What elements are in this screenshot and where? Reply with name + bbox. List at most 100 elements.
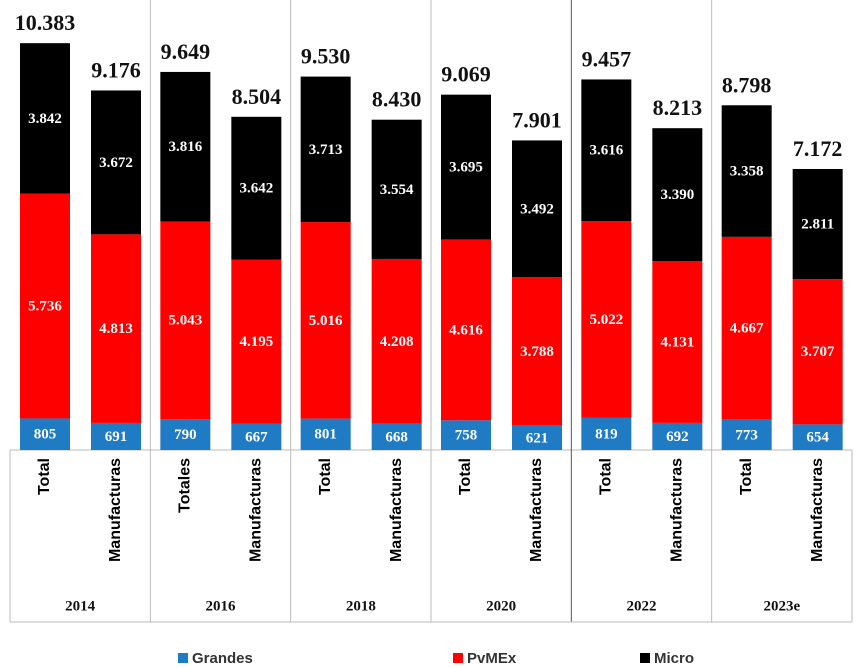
total-label: 7.901 bbox=[512, 107, 562, 132]
value-label: 758 bbox=[455, 428, 478, 444]
bar-segment bbox=[91, 422, 141, 450]
value-label: 3.707 bbox=[801, 344, 835, 360]
x-tick-label: Manufacturas bbox=[669, 458, 686, 562]
bar-segment bbox=[300, 418, 351, 450]
x-tick-label: Totales bbox=[177, 458, 194, 513]
x-tick-label: Manufacturas bbox=[809, 458, 826, 562]
value-label: 3.695 bbox=[449, 159, 483, 175]
bar-segment bbox=[512, 140, 562, 278]
legend-label: PvMEx bbox=[467, 650, 517, 667]
value-label: 4.195 bbox=[239, 334, 273, 350]
bar-segment bbox=[231, 423, 282, 450]
bar-segment bbox=[160, 71, 211, 222]
value-label: 4.131 bbox=[660, 334, 694, 350]
x-tick-label: Total bbox=[738, 458, 755, 495]
value-label: 3.358 bbox=[730, 164, 764, 180]
bar-segment bbox=[441, 239, 491, 421]
legend-label: Grandes bbox=[192, 650, 253, 667]
bar-segment bbox=[160, 419, 211, 450]
total-label: 9.457 bbox=[582, 47, 632, 72]
legend-swatch bbox=[453, 653, 463, 663]
x-tick-label: Total bbox=[317, 458, 334, 495]
value-label: 4.616 bbox=[449, 322, 483, 338]
value-label: 3.672 bbox=[99, 155, 133, 171]
bar-segment bbox=[231, 116, 282, 260]
group-label: 2022 bbox=[627, 598, 657, 614]
bar-segment bbox=[91, 90, 141, 235]
bar-segment bbox=[721, 105, 772, 237]
total-label: 7.172 bbox=[793, 136, 843, 161]
x-tick-label: Total bbox=[598, 458, 615, 495]
x-tick-label: Manufacturas bbox=[248, 458, 265, 562]
value-label: 3.554 bbox=[380, 182, 414, 198]
bar-segment bbox=[792, 424, 843, 450]
bar-segment bbox=[371, 119, 422, 259]
value-label: 3.842 bbox=[28, 111, 62, 127]
value-label: 5.043 bbox=[168, 313, 202, 329]
legend-swatch bbox=[640, 653, 650, 663]
bar-segment bbox=[441, 420, 491, 450]
value-label: 667 bbox=[245, 429, 268, 445]
bar-segment bbox=[20, 193, 70, 419]
value-label: 3.816 bbox=[168, 139, 202, 155]
value-label: 801 bbox=[314, 427, 337, 443]
value-label: 819 bbox=[595, 426, 618, 442]
value-label: 3.616 bbox=[589, 143, 623, 159]
bar-segment bbox=[91, 234, 141, 423]
bar-segment bbox=[371, 423, 422, 450]
bar-segment bbox=[721, 419, 772, 450]
bar-segment bbox=[231, 259, 282, 424]
bar-segment bbox=[512, 425, 562, 450]
total-label: 8.798 bbox=[722, 72, 772, 97]
bar-segment bbox=[581, 79, 632, 222]
total-label: 8.504 bbox=[232, 84, 282, 109]
x-tick-label: Manufacturas bbox=[388, 458, 405, 562]
total-label: 9.069 bbox=[441, 62, 491, 87]
value-label: 790 bbox=[174, 427, 197, 443]
value-label: 3.642 bbox=[239, 181, 273, 197]
x-tick-label: Total bbox=[36, 458, 53, 495]
value-label: 4.813 bbox=[99, 321, 133, 337]
x-tick-label: Manufacturas bbox=[107, 458, 124, 562]
value-label: 773 bbox=[735, 427, 758, 443]
bar-segment bbox=[652, 261, 703, 423]
bar-segment bbox=[371, 258, 422, 424]
value-label: 692 bbox=[666, 429, 689, 445]
value-label: 2.811 bbox=[801, 216, 834, 232]
bar-segment bbox=[581, 221, 632, 418]
bar-segment bbox=[160, 221, 211, 420]
value-label: 668 bbox=[385, 429, 408, 445]
value-label: 621 bbox=[526, 430, 549, 446]
total-label: 10.383 bbox=[15, 10, 76, 35]
total-label: 8.213 bbox=[653, 95, 703, 120]
bar-segment bbox=[792, 279, 843, 425]
value-label: 5.736 bbox=[28, 299, 62, 315]
bar-segment bbox=[20, 43, 70, 194]
bar-segment bbox=[441, 94, 491, 240]
group-label: 2020 bbox=[486, 598, 516, 614]
group-label: 2023e bbox=[763, 598, 800, 614]
bar-segment bbox=[652, 422, 703, 450]
value-label: 3.492 bbox=[520, 201, 554, 217]
value-label: 3.390 bbox=[660, 187, 694, 203]
total-label: 9.530 bbox=[301, 44, 351, 69]
x-tick-label: Total bbox=[457, 458, 474, 495]
bar-segment bbox=[652, 128, 703, 262]
bar-segment bbox=[300, 76, 351, 223]
value-label: 5.016 bbox=[309, 313, 343, 329]
x-tick-label: Manufacturas bbox=[528, 458, 545, 562]
total-label: 8.430 bbox=[372, 87, 422, 112]
value-label: 3.713 bbox=[309, 142, 343, 158]
bar-segment bbox=[512, 277, 562, 426]
value-label: 5.022 bbox=[589, 312, 623, 328]
bar-segment bbox=[581, 417, 632, 450]
bar-segment bbox=[792, 168, 843, 280]
group-label: 2018 bbox=[346, 598, 376, 614]
value-label: 691 bbox=[105, 429, 128, 445]
value-label: 805 bbox=[34, 427, 57, 443]
group-label: 2014 bbox=[65, 598, 96, 614]
bar-segment bbox=[721, 236, 772, 420]
value-label: 3.788 bbox=[520, 344, 554, 360]
bar-segment bbox=[20, 418, 70, 450]
